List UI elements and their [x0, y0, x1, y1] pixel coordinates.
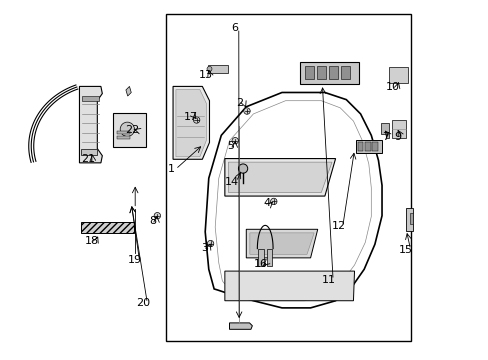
- Bar: [365, 142, 370, 151]
- Text: 22: 22: [125, 125, 139, 135]
- Polygon shape: [125, 86, 131, 96]
- Text: 5: 5: [226, 141, 234, 151]
- Bar: [340, 66, 349, 79]
- Bar: [116, 131, 130, 134]
- Text: 16: 16: [253, 259, 267, 269]
- Polygon shape: [176, 90, 206, 157]
- Circle shape: [207, 240, 213, 247]
- Circle shape: [238, 164, 247, 173]
- Text: 13: 13: [198, 69, 212, 80]
- Bar: [81, 222, 134, 233]
- Text: 11: 11: [321, 275, 335, 285]
- Polygon shape: [246, 229, 317, 258]
- Bar: [357, 142, 363, 151]
- Bar: [266, 249, 272, 266]
- Text: 21: 21: [81, 154, 95, 163]
- Polygon shape: [388, 67, 407, 83]
- Bar: [304, 66, 313, 79]
- Bar: [328, 66, 337, 79]
- Bar: [299, 62, 358, 84]
- Text: 9: 9: [393, 132, 400, 142]
- Text: 6: 6: [230, 23, 238, 33]
- Bar: [81, 96, 99, 102]
- Polygon shape: [228, 162, 331, 193]
- Text: 4: 4: [263, 198, 270, 208]
- Text: 17: 17: [183, 112, 198, 122]
- Text: 15: 15: [399, 245, 412, 255]
- Bar: [372, 142, 377, 151]
- Circle shape: [154, 212, 160, 219]
- Polygon shape: [249, 233, 313, 254]
- Text: 3: 3: [201, 243, 207, 253]
- Polygon shape: [229, 323, 252, 329]
- Bar: [405, 207, 412, 231]
- Text: 8: 8: [148, 216, 156, 226]
- Circle shape: [120, 122, 134, 136]
- Bar: [116, 136, 130, 139]
- Polygon shape: [391, 120, 405, 138]
- Circle shape: [270, 198, 276, 204]
- Polygon shape: [81, 149, 97, 155]
- Circle shape: [231, 138, 238, 144]
- Bar: [113, 113, 145, 147]
- Text: 12: 12: [331, 221, 345, 231]
- Polygon shape: [408, 213, 412, 224]
- Text: 1: 1: [167, 164, 174, 174]
- Polygon shape: [224, 158, 335, 196]
- Polygon shape: [173, 86, 209, 159]
- Text: 2: 2: [236, 98, 243, 108]
- Text: 14: 14: [224, 177, 239, 187]
- Bar: [207, 65, 227, 73]
- Polygon shape: [380, 123, 388, 138]
- Polygon shape: [224, 271, 354, 301]
- Bar: [316, 66, 325, 79]
- Polygon shape: [80, 86, 102, 163]
- Bar: [258, 249, 263, 266]
- Text: 7: 7: [381, 132, 388, 142]
- Circle shape: [193, 117, 200, 123]
- Text: 18: 18: [85, 236, 99, 246]
- Circle shape: [244, 108, 250, 114]
- Bar: [355, 140, 381, 153]
- Text: 19: 19: [128, 255, 142, 265]
- Text: 10: 10: [386, 82, 399, 92]
- Circle shape: [206, 66, 212, 71]
- Text: 20: 20: [136, 298, 150, 308]
